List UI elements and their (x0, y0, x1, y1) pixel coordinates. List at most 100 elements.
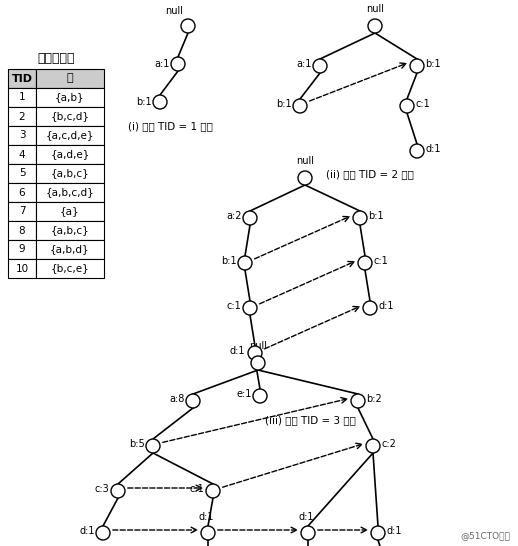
Text: {b,c,d}: {b,c,d} (50, 111, 90, 122)
Circle shape (353, 211, 367, 225)
Bar (8, 145, 36, 164)
Bar (36, 221, 104, 240)
Bar (8, 259, 36, 278)
Bar (8, 240, 36, 259)
Text: b:5: b:5 (129, 439, 145, 449)
Text: 2: 2 (19, 111, 25, 122)
Circle shape (410, 144, 424, 158)
Text: 项: 项 (67, 74, 74, 84)
Circle shape (358, 256, 372, 270)
Circle shape (368, 19, 382, 33)
Text: 事务数据集: 事务数据集 (37, 51, 75, 64)
Bar (8, 183, 36, 202)
Text: e:1: e:1 (236, 389, 252, 399)
Text: c:2: c:2 (382, 439, 396, 449)
Circle shape (146, 439, 160, 453)
Text: 6: 6 (19, 187, 25, 198)
Text: a:2: a:2 (226, 211, 242, 221)
Text: 4: 4 (19, 150, 25, 159)
Bar (8, 202, 36, 221)
Circle shape (251, 356, 265, 370)
Circle shape (201, 526, 215, 540)
Bar (36, 107, 104, 126)
Bar (8, 69, 36, 88)
Text: c:1: c:1 (415, 99, 430, 109)
Text: d:1: d:1 (298, 512, 314, 522)
Text: {b,c,e}: {b,c,e} (51, 264, 90, 274)
Circle shape (293, 99, 307, 113)
Bar (36, 240, 104, 259)
Circle shape (298, 171, 312, 185)
Text: {a,d,e}: {a,d,e} (50, 150, 90, 159)
Circle shape (96, 526, 110, 540)
Bar (36, 145, 104, 164)
Text: d:1: d:1 (378, 301, 394, 311)
Text: c:3: c:3 (95, 484, 109, 494)
Circle shape (248, 346, 262, 360)
Bar (36, 164, 104, 183)
Bar (36, 126, 104, 145)
Text: 10: 10 (16, 264, 28, 274)
Text: {a}: {a} (60, 206, 80, 217)
Circle shape (313, 59, 327, 73)
Text: TID: TID (11, 74, 33, 84)
Circle shape (351, 394, 365, 408)
Text: 8: 8 (19, 225, 25, 235)
Bar (8, 221, 36, 240)
Text: d:1: d:1 (79, 526, 95, 536)
Text: b:1: b:1 (136, 97, 152, 107)
Text: 3: 3 (19, 130, 25, 140)
Text: null: null (296, 156, 314, 166)
Text: d:1: d:1 (229, 346, 244, 356)
Circle shape (243, 211, 257, 225)
Bar (36, 202, 104, 221)
Text: 1: 1 (19, 92, 25, 103)
Text: (i) 读入 TID = 1 之后: (i) 读入 TID = 1 之后 (127, 121, 212, 131)
Text: c:1: c:1 (227, 301, 241, 311)
Text: (iii) 读入 TID = 3 之后: (iii) 读入 TID = 3 之后 (265, 415, 355, 425)
Text: b:1: b:1 (425, 59, 441, 69)
Text: {a,c,d,e}: {a,c,d,e} (46, 130, 94, 140)
Text: b:1: b:1 (221, 256, 237, 266)
Circle shape (111, 484, 125, 498)
Circle shape (253, 389, 267, 403)
Bar (8, 126, 36, 145)
Text: 5: 5 (19, 169, 25, 179)
Circle shape (171, 57, 185, 71)
Text: d:1: d:1 (386, 526, 402, 536)
Bar (36, 259, 104, 278)
Text: {a,b,c}: {a,b,c} (51, 225, 90, 235)
Bar (8, 88, 36, 107)
Text: d:1: d:1 (425, 144, 441, 154)
Text: null: null (366, 4, 384, 14)
Text: d:1: d:1 (198, 512, 214, 522)
Text: 7: 7 (19, 206, 25, 217)
Circle shape (366, 439, 380, 453)
Bar (36, 183, 104, 202)
Circle shape (186, 394, 200, 408)
Text: c:1: c:1 (190, 484, 205, 494)
Text: a:8: a:8 (169, 394, 185, 404)
Text: b:1: b:1 (276, 99, 292, 109)
Text: a:1: a:1 (296, 59, 312, 69)
Text: {a,b,d}: {a,b,d} (50, 245, 90, 254)
Circle shape (410, 59, 424, 73)
Circle shape (206, 484, 220, 498)
Circle shape (153, 95, 167, 109)
Text: b:2: b:2 (366, 394, 382, 404)
Text: (ii) 读入 TID = 2 之后: (ii) 读入 TID = 2 之后 (326, 169, 414, 179)
Text: b:1: b:1 (368, 211, 384, 221)
Circle shape (400, 99, 414, 113)
Text: {a,b,c,d}: {a,b,c,d} (46, 187, 94, 198)
Bar (8, 107, 36, 126)
Text: null: null (165, 6, 183, 16)
Bar (8, 164, 36, 183)
Circle shape (243, 301, 257, 315)
Circle shape (301, 526, 315, 540)
Text: null: null (249, 341, 267, 351)
Text: 9: 9 (19, 245, 25, 254)
Text: @51CTO博客: @51CTO博客 (460, 531, 510, 540)
Circle shape (363, 301, 377, 315)
Text: a:1: a:1 (154, 59, 170, 69)
Bar (36, 88, 104, 107)
